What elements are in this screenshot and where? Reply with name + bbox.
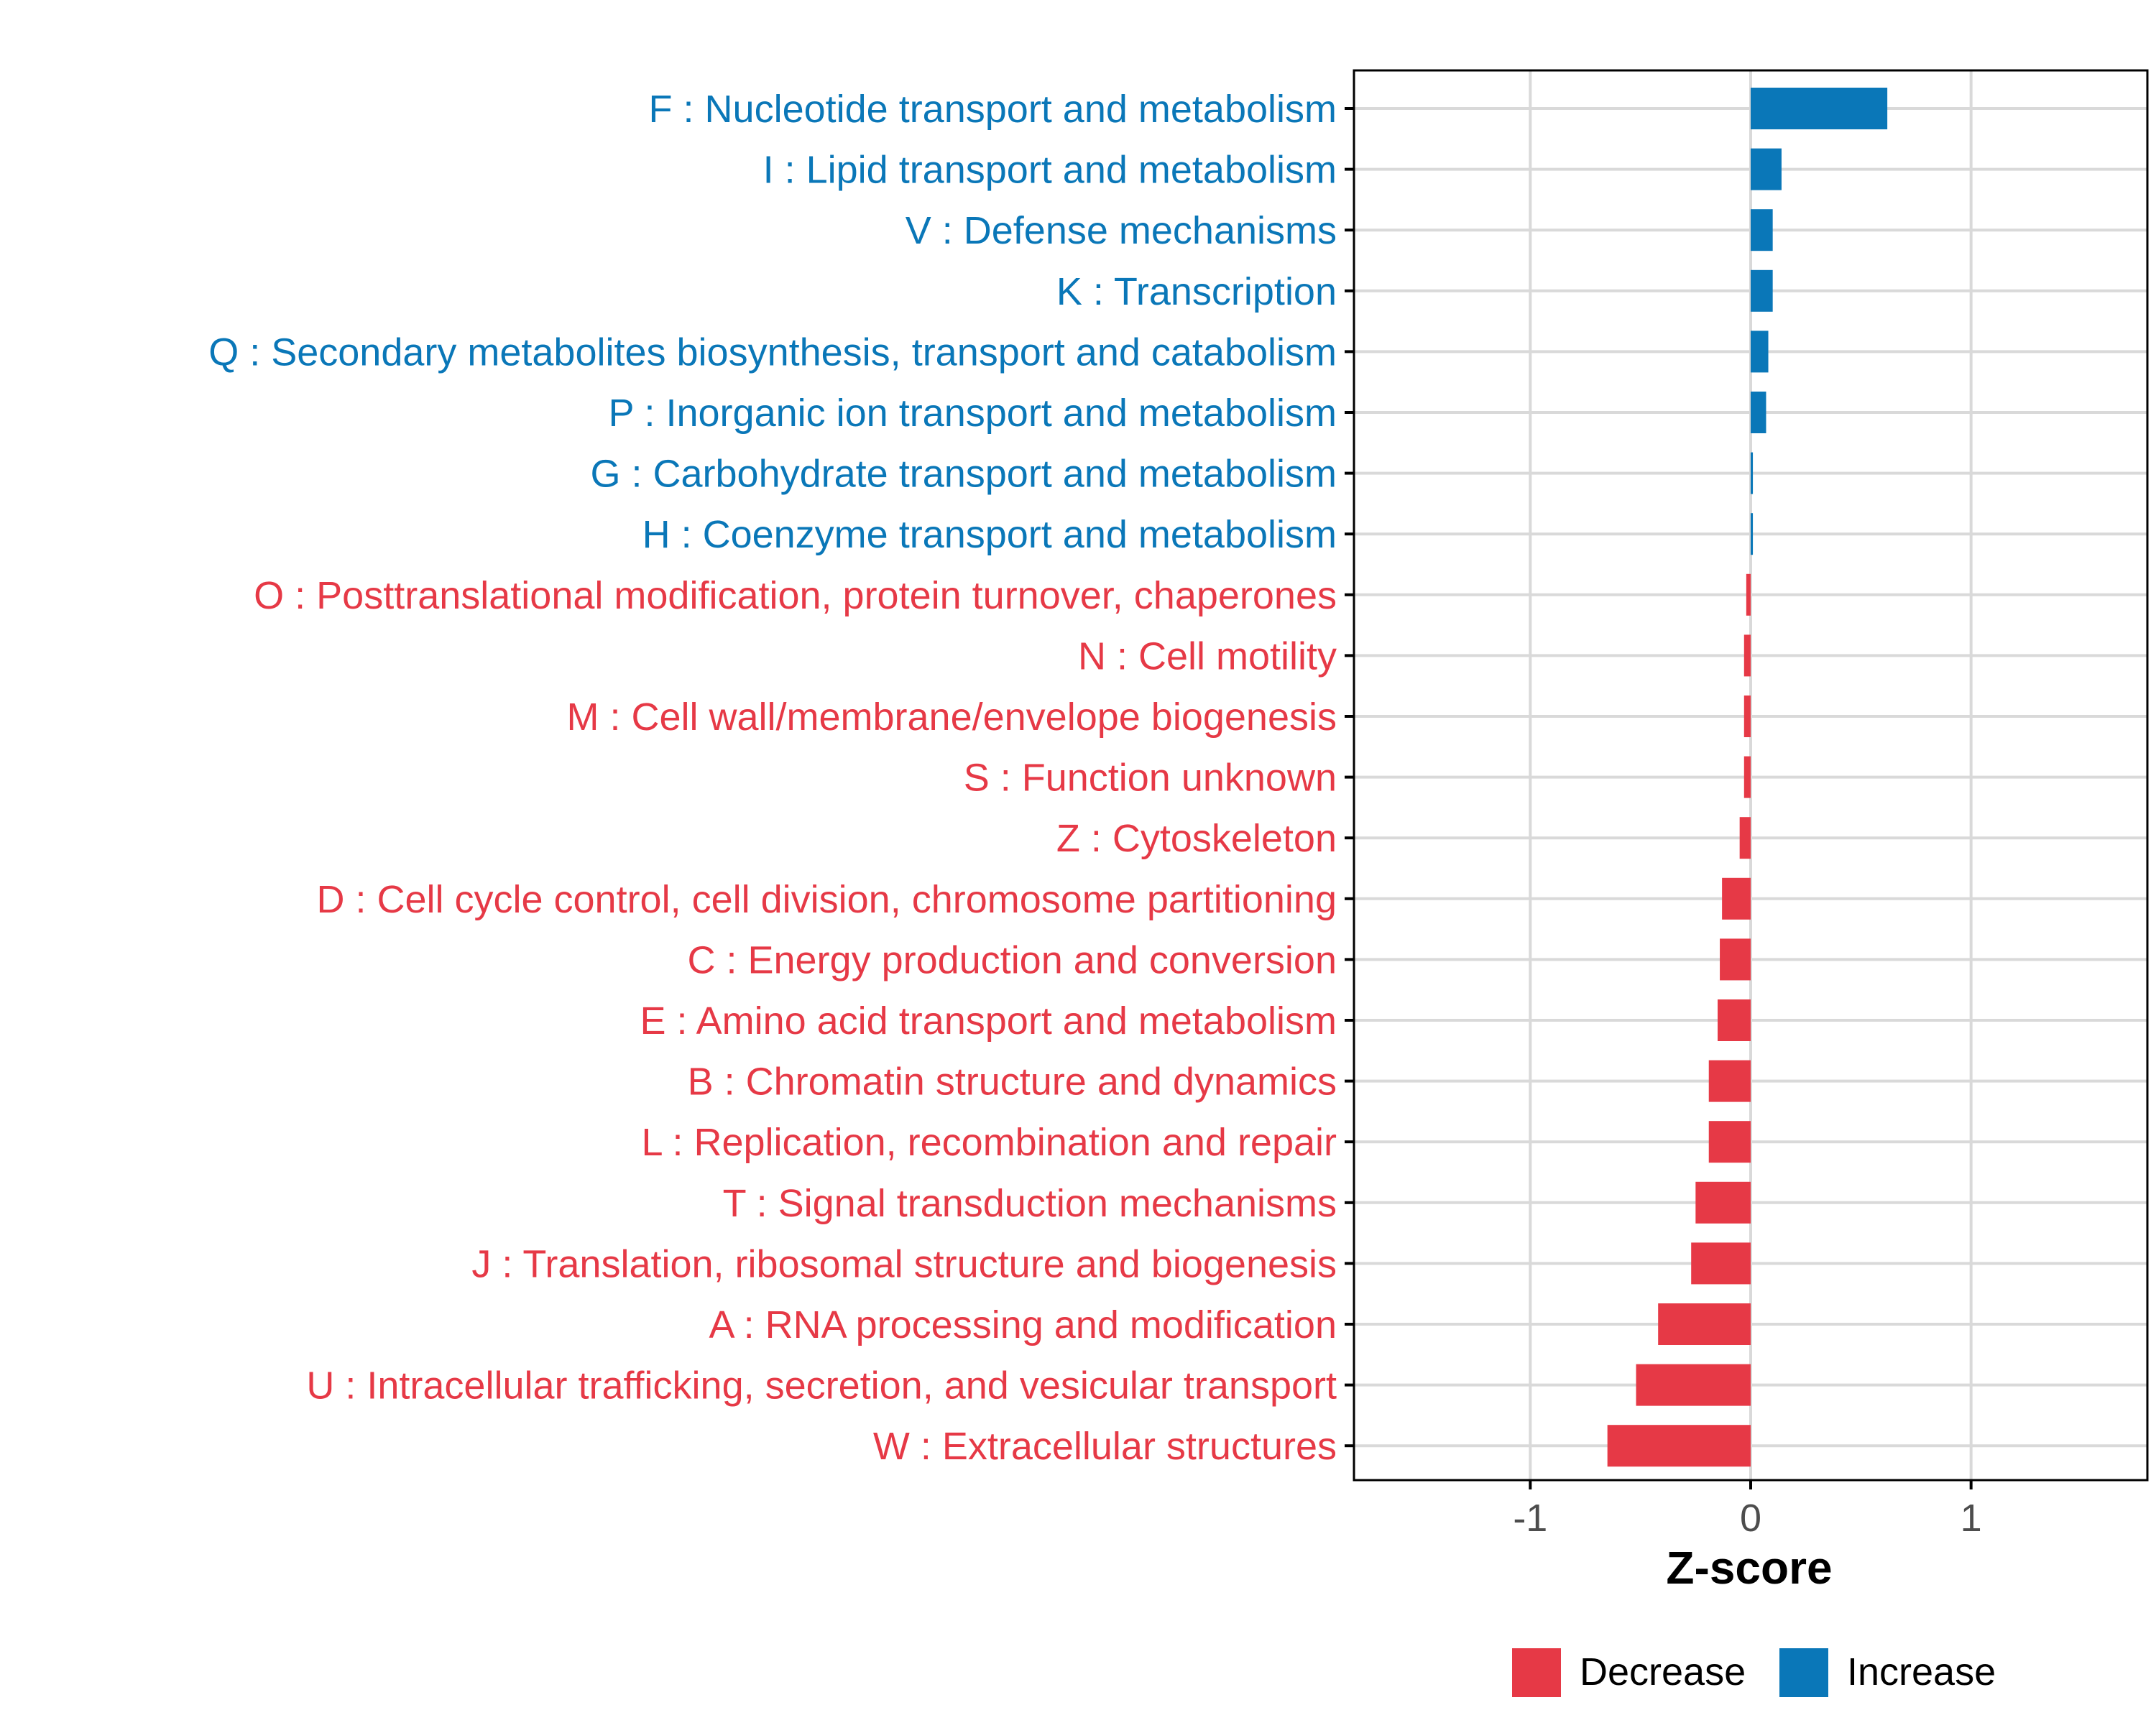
y-tick-label: B : Chromatin structure and dynamics [688, 1061, 1337, 1104]
bar-j [1691, 1242, 1751, 1285]
y-tick-label: D : Cell cycle control, cell division, c… [316, 878, 1337, 921]
legend-label-decrease: Decrease [1580, 1650, 1746, 1694]
y-tick-label: Z : Cytoskeleton [1056, 817, 1337, 860]
bar-z [1739, 817, 1751, 859]
bar-l [1708, 1121, 1751, 1163]
bar-o [1746, 573, 1751, 616]
y-axis-ticks [1345, 107, 1354, 1448]
y-tick-label: Q : Secondary metabolites biosynthesis, … [208, 331, 1337, 374]
y-tick-label: T : Signal transduction mechanisms [723, 1182, 1337, 1225]
y-tick-label: H : Coenzyme transport and metabolism [642, 513, 1337, 556]
y-tick-label: U : Intracellular trafficking, secretion… [306, 1364, 1337, 1408]
bar-q [1751, 331, 1769, 373]
bar-f [1751, 88, 1888, 129]
bar-u [1636, 1364, 1751, 1406]
y-tick-label: W : Extracellular structures [873, 1425, 1337, 1468]
x-axis-title: Z-score [1666, 1542, 1832, 1594]
legend: Decrease Increase [1512, 1648, 1996, 1697]
y-tick-label: V : Defense mechanisms [906, 209, 1337, 252]
bars [1607, 88, 1888, 1467]
y-tick-label: P : Inorganic ion transport and metaboli… [608, 392, 1337, 435]
y-tick-label: G : Carbohydrate transport and metabolis… [591, 453, 1337, 496]
y-tick-label: N : Cell motility [1078, 634, 1337, 678]
legend-swatch-decrease [1512, 1648, 1561, 1697]
bar-t [1695, 1181, 1751, 1224]
bar-w [1607, 1425, 1751, 1467]
bar-h [1751, 513, 1754, 555]
bar-d [1722, 877, 1751, 920]
y-tick-label: M : Cell wall/membrane/envelope biogenes… [566, 696, 1337, 739]
bar-g [1751, 452, 1754, 494]
y-tick-label: A : RNA processing and modification [709, 1303, 1337, 1346]
legend-swatch-increase [1779, 1648, 1828, 1697]
bar-v [1751, 209, 1773, 251]
bar-n [1743, 634, 1751, 677]
y-tick-label: J : Translation, ribosomal structure and… [471, 1242, 1337, 1285]
y-tick-label: S : Function unknown [964, 757, 1337, 800]
x-tick-label: 0 [1740, 1497, 1761, 1540]
y-tick-label: L : Replication, recombination and repai… [641, 1121, 1337, 1164]
y-tick-label: F : Nucleotide transport and metabolism [649, 88, 1337, 131]
bar-p [1751, 392, 1766, 433]
bar-s [1743, 756, 1751, 798]
bar-a [1658, 1303, 1751, 1345]
legend-label-increase: Increase [1847, 1650, 1996, 1694]
bar-m [1743, 696, 1751, 737]
y-axis-labels: F : Nucleotide transport and metabolism I… [208, 88, 1337, 1468]
x-tick-label: -1 [1513, 1497, 1547, 1540]
y-tick-label: E : Amino acid transport and metabolism [640, 999, 1337, 1043]
bar-i [1751, 148, 1782, 190]
x-tick-label: 1 [1961, 1497, 1982, 1540]
bar-e [1718, 999, 1751, 1041]
y-tick-label: C : Energy production and conversion [687, 938, 1337, 981]
bar-k [1751, 269, 1773, 312]
x-axis-ticks: -1 0 1 [1513, 1480, 1982, 1540]
y-tick-label: I : Lipid transport and metabolism [763, 149, 1337, 192]
bar-c [1720, 938, 1751, 981]
bar-b [1708, 1060, 1751, 1102]
y-tick-label: K : Transcription [1056, 270, 1337, 313]
y-tick-label: O : Posttranslational modification, prot… [254, 574, 1337, 617]
